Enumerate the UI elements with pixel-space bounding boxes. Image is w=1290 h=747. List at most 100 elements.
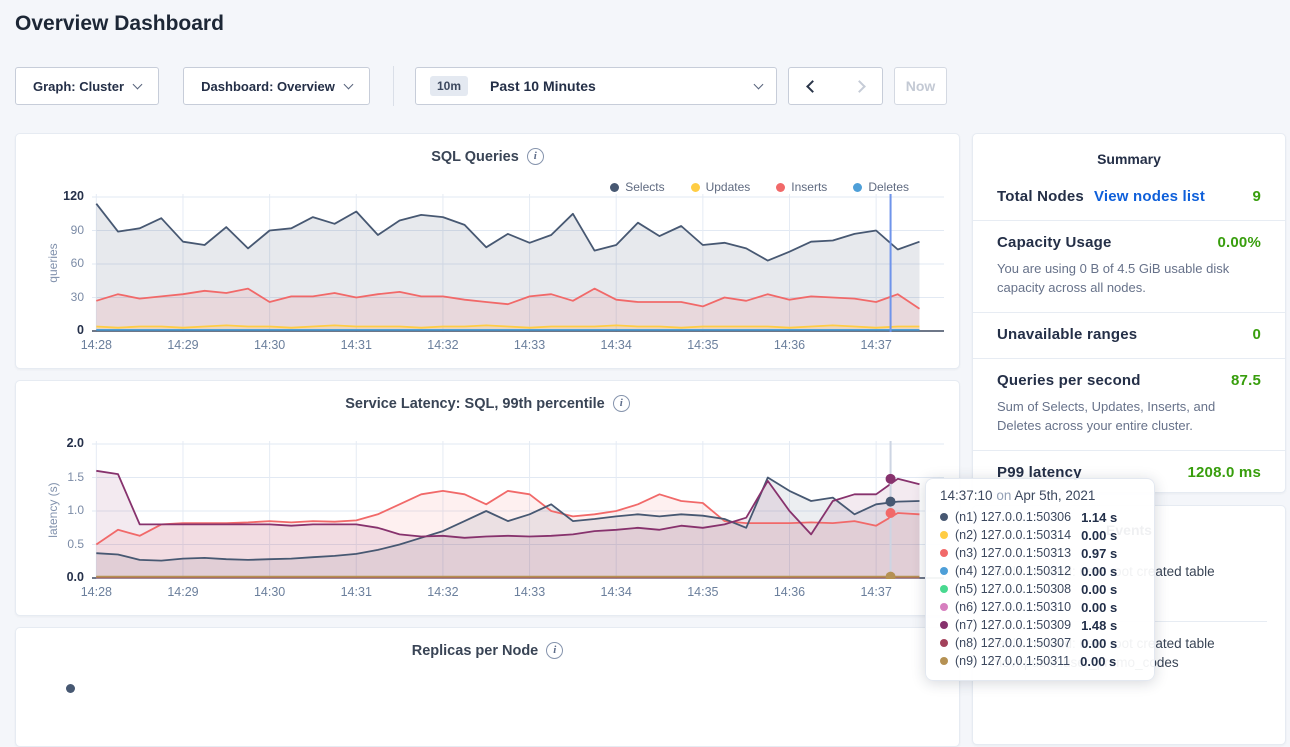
summary-panel: Summary Total Nodes View nodes list 9 Ca… [972, 133, 1286, 493]
total-nodes-value: 9 [1252, 188, 1261, 205]
qps-value: 87.5 [1231, 372, 1261, 389]
x-tick-label: 14:30 [253, 338, 286, 352]
legend-item: Deletes [853, 180, 909, 194]
chart-plot[interactable] [92, 441, 944, 582]
legend-label: Updates [705, 180, 751, 194]
tooltip-row: (n8) 127.0.0.1:50307 0.00 s [940, 634, 1140, 652]
x-tick-label: 14:37 [860, 338, 892, 352]
replicas-chart-card: Replicas per Node i [15, 627, 960, 747]
chevron-right-icon [852, 79, 866, 93]
tooltip-row: (n9) 127.0.0.1:50311 0.00 s [940, 652, 1140, 670]
tooltip-node-name: (n9) 127.0.0.1:50311 [955, 654, 1071, 668]
dashboard-dropdown-label: Dashboard: Overview [201, 78, 335, 94]
y-tick-label: 30 [70, 289, 84, 304]
tooltip-node-name: (n7) 127.0.0.1:50309 [955, 618, 1072, 632]
tooltip-time: 14:37:10 [940, 488, 993, 503]
chart-title-row: Service Latency: SQL, 99th percentile i [16, 395, 959, 412]
series-dot-icon [940, 585, 948, 593]
x-tick-label: 14:33 [513, 338, 546, 352]
tooltip-node-name: (n8) 127.0.0.1:50307 [955, 636, 1072, 650]
legend-dot-icon [776, 182, 786, 192]
p99-latency-label: P99 latency [997, 464, 1082, 481]
x-tick-label: 14:32 [427, 338, 459, 352]
legend-label: Selects [625, 180, 665, 194]
p99-latency-value: 1208.0 ms [1187, 464, 1261, 481]
x-tick-label: 14:30 [253, 585, 286, 599]
x-tick-label: 14:36 [773, 338, 806, 352]
tooltip-node-value: 1.14 s [1081, 509, 1118, 525]
summary-row-capacity: Capacity Usage 0.00% You are using 0 B o… [973, 221, 1285, 313]
tooltip-node-value: 0.00 s [1081, 527, 1118, 543]
tooltip-node-value: 0.00 s [1081, 581, 1118, 597]
tooltip-row: (n7) 127.0.0.1:50309 1.48 s [940, 616, 1140, 634]
chart-title-row: Replicas per Node i [16, 642, 959, 659]
dashboard-dropdown[interactable]: Dashboard: Overview [183, 67, 370, 105]
y-tick-label: 120 [63, 189, 84, 203]
tooltip-node-value: 1.48 s [1081, 617, 1118, 633]
graph-dropdown-label: Graph: Cluster [32, 78, 124, 94]
unavailable-ranges-value: 0 [1252, 326, 1261, 343]
summary-row-unavailable: Unavailable ranges 0 [973, 313, 1285, 359]
x-tick-label: 14:31 [340, 585, 372, 599]
tooltip-header: 14:37:10 on Apr 5th, 2021 [940, 487, 1140, 504]
y-tick-label: 1.0 [67, 503, 84, 517]
tooltip-row: (n5) 127.0.0.1:50308 0.00 s [940, 580, 1140, 598]
series-dot-icon [940, 567, 948, 575]
chart-title-row: SQL Queries i [16, 148, 959, 165]
legend-item: Inserts [776, 180, 827, 194]
now-button[interactable]: Now [894, 67, 947, 105]
y-tick-label: 0.0 [66, 570, 84, 584]
view-nodes-list-link[interactable]: View nodes list [1093, 188, 1206, 205]
tooltip-node-name: (n3) 127.0.0.1:50313 [955, 546, 1072, 560]
tooltip-date: Apr 5th, 2021 [1014, 488, 1096, 503]
tooltip-rows: (n1) 127.0.0.1:50306 1.14 s (n2) 127.0.0.1… [940, 508, 1140, 670]
tooltip-row: (n2) 127.0.0.1:50314 0.00 s [940, 526, 1140, 544]
service-latency-chart-card: Service Latency: SQL, 99th percentile i … [15, 380, 960, 616]
time-range-selector[interactable]: 10m Past 10 Minutes [415, 67, 777, 105]
time-range-badge: 10m [430, 76, 469, 96]
x-tick-label: 14:34 [600, 585, 632, 599]
y-axis-ticks: 0.0 0.5 1.0 1.5 2.0 [40, 436, 84, 584]
summary-title: Summary [1097, 151, 1161, 167]
x-tick-label: 14:36 [773, 585, 806, 599]
chevron-left-icon [806, 79, 819, 93]
info-icon[interactable]: i [526, 148, 544, 165]
x-axis-ticks: 14:28 14:29 14:30 14:31 14:32 14:33 14:34 14:35… [81, 338, 962, 354]
graph-dropdown[interactable]: Graph: Cluster [15, 67, 159, 105]
tooltip-row: (n3) 127.0.0.1:50313 0.97 s [940, 544, 1140, 562]
time-prev-button[interactable] [788, 67, 837, 105]
x-tick-label: 14:33 [513, 585, 546, 599]
tooltip-node-name: (n2) 127.0.0.1:50314 [955, 528, 1072, 542]
sql-queries-chart-card: SQL Queries i Selects Updates Inserts Delet… [15, 133, 960, 369]
y-tick-label: 0.5 [67, 536, 84, 551]
tooltip-node-name: (n5) 127.0.0.1:50308 [955, 582, 1072, 596]
chart-plot-svg [92, 441, 944, 582]
chart-plot[interactable] [92, 194, 944, 332]
series-dot-icon [940, 531, 948, 539]
time-next-button[interactable] [836, 67, 883, 105]
tooltip-node-value: 0.00 s [1081, 599, 1118, 615]
chart-title: Service Latency: SQL, 99th percentile [345, 395, 605, 412]
time-range-label: Past 10 Minutes [490, 78, 596, 94]
chevron-down-icon [343, 79, 354, 89]
qps-label: Queries per second [997, 372, 1141, 389]
info-icon[interactable]: i [612, 395, 630, 412]
tooltip-node-value: 0.00 s [1081, 563, 1118, 579]
x-tick-label: 14:29 [167, 585, 199, 599]
x-tick-label: 14:29 [167, 338, 199, 352]
info-icon[interactable]: i [546, 642, 564, 659]
summary-row-total-nodes: Total Nodes View nodes list 9 [973, 175, 1285, 221]
toolbar-divider [393, 66, 394, 106]
series-dot-icon [940, 639, 948, 647]
x-tick-label: 14:32 [427, 585, 459, 599]
series-dot-icon [940, 603, 948, 611]
legend-dot-icon [690, 182, 700, 192]
chevron-down-icon [132, 79, 143, 89]
x-tick-label: 14:35 [687, 338, 719, 352]
tooltip-node-name: (n6) 127.0.0.1:50310 [955, 600, 1072, 614]
now-button-label: Now [905, 78, 936, 94]
capacity-value: 0.00% [1217, 234, 1261, 251]
legend-label: Inserts [791, 180, 828, 194]
capacity-label: Capacity Usage [997, 234, 1112, 251]
x-tick-label: 14:35 [687, 585, 719, 599]
